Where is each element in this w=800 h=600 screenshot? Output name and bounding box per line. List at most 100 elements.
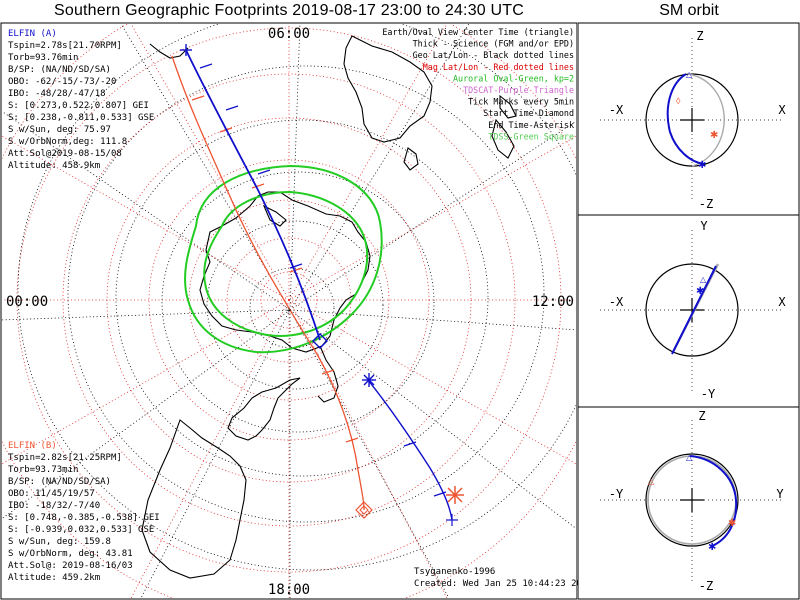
new-zealand-north	[499, 94, 517, 119]
orbit-elfin-a-xy	[671, 265, 717, 355]
elfin-b-start-xz: ◊	[676, 96, 681, 106]
australia-coast	[343, 35, 433, 143]
orbit-elfin-a-xz	[666, 73, 705, 165]
elfin-b-info-line: IBO: -18/32/-7/40	[8, 501, 100, 511]
elfin-a-info-line: OBO: -62/-15/-73/-20	[8, 77, 116, 87]
elfin-b-info-line: B/SP: (NA/ND/SD/SA)	[8, 477, 111, 487]
tasmania-coast	[403, 147, 419, 171]
elfin-a-triangle-yz: △	[686, 453, 693, 462]
elfin-a-track-north	[185, 49, 321, 341]
sm-orbit-panels: ◊ ✱ ✱ △ Z -Z -X X ✱ △ Y -Y -X X	[578, 22, 800, 600]
legend-item: Thick - Science (FGM and/or EPD)	[413, 39, 574, 49]
hour-label-top: 06:00	[268, 26, 310, 42]
elfin-a-end-yz: ✱	[708, 542, 716, 553]
elfin-a-start-diamond	[312, 333, 328, 349]
credits-author: Tsyganenko-1996	[414, 567, 495, 577]
elfin-b-info-line: S: [-0.939,0.032,0.533] GSE	[8, 525, 154, 535]
south-america-tip	[227, 377, 301, 441]
elfin-a-info-line: Altitude: 458.9km	[8, 161, 100, 171]
legend-item: End Time-Asterisk	[488, 120, 574, 130]
legend-item: Mag Lat/Lon - Red dotted lines	[423, 62, 574, 72]
elfin-a-info-line: Tspin=2.78s[21.70RPM]	[8, 41, 122, 51]
sm-xy-bottom-label: -Y	[701, 387, 716, 401]
legend-item: Geo Lat/Lon - Black dotted lines	[413, 50, 574, 60]
legend-item: TDSCAT-Purple Triangle	[463, 85, 574, 95]
plot-title: Southern Geographic Footprints 2019-08-1…	[53, 2, 525, 19]
elfin-b-info-block: ELFIN (B) Tspin=2.82s[21.25RPM] Torb=93.7…	[8, 441, 160, 583]
elfin-a-bottom-marker	[446, 514, 458, 526]
southern-africa-coast	[149, 43, 189, 59]
elfin-b-info-line: S w/OrbNorm, deg: 43.81	[8, 549, 133, 559]
sm-panel-yz: △ ✱ ✱ △ Z -Z -Y Y	[600, 409, 784, 593]
orbit-elfin-a-yz	[689, 455, 738, 547]
sm-xz-bottom-label: -Z	[699, 197, 713, 211]
earth-circle-yz	[645, 453, 739, 547]
sm-panel-xy: ✱ △ Y -Y -X X	[600, 219, 786, 401]
sm-orbit-title: SM orbit	[659, 2, 719, 19]
new-zealand-south	[491, 118, 515, 159]
elfin-b-info-line: Att.Sol@: 2019-08-16/03	[8, 561, 133, 571]
elfin-a-info-block: ELFIN (A) Tspin=2.78s[21.70RPM] Torb=93.7…	[8, 29, 154, 171]
elfin-b-triangle-yz: △	[648, 477, 655, 486]
elfin-b-start-diamond-inner	[359, 505, 369, 515]
sm-xy-left-label: -X	[609, 295, 624, 309]
map-frame	[0, 22, 578, 600]
legend-item: Tick Marks every 5min	[468, 97, 574, 107]
footprint-map: + 06:00 00:00 12:00 18:00 ELFIN (A) Tspi…	[0, 22, 578, 600]
elfin-a-header: ELFIN (A)	[8, 29, 57, 39]
elfin-a-triangle-xz: △	[686, 70, 693, 79]
elfin-b-end-xz: ✱	[710, 130, 718, 141]
earth-circle-xy	[645, 263, 739, 357]
legend-item: Earth/Oval View Center Time (triangle)	[382, 27, 574, 37]
auroral-oval-outer	[184, 164, 383, 354]
sm-panel-frame-xz	[578, 22, 800, 216]
elfin-a-end-asterisk	[362, 373, 376, 387]
coastlines	[141, 35, 517, 579]
elfin-a-info-line: S w/OrbNorm,deg: 111.8	[8, 137, 127, 147]
antarctic-island	[262, 204, 287, 227]
elfin-b-info-line: S: [0.748,-0.385,-0.538] GEI	[8, 513, 160, 523]
elfin-a-info-line: B/SP: (NA/ND/SD/SA)	[8, 65, 111, 75]
sm-xz-right-label: X	[778, 103, 786, 117]
elfin-a-triangle-xy: △	[700, 275, 707, 284]
legend: Earth/Oval View Center Time (triangle) Th…	[382, 27, 574, 141]
sm-xz-left-label: -X	[609, 103, 624, 117]
orbit-gray-xz	[687, 73, 725, 167]
sm-xy-top-label: Y	[700, 219, 708, 233]
legend-item: Start Time-Diamond	[483, 108, 574, 118]
elfin-a-info-line: S: [0.273,0.522,0.807] GEI	[8, 101, 149, 111]
sm-panel-frame-xy	[578, 214, 800, 408]
hour-label-right: 12:00	[532, 294, 574, 310]
sm-panel-xz: ◊ ✱ ✱ △ Z -Z -X X	[600, 29, 786, 211]
sm-xz-top-label: Z	[696, 29, 703, 43]
elfin-b-header: ELFIN (B)	[8, 441, 57, 451]
elfin-a-info-line: Att.Sol@2019-08-15/08	[8, 149, 122, 159]
elfin-a-info-line: IBO: -48/28/-47/18	[8, 89, 106, 99]
hour-label-left: 00:00	[6, 294, 48, 310]
sm-yz-right-label: Y	[776, 487, 784, 501]
sm-xy-right-label: X	[778, 295, 786, 309]
elfin-b-track	[171, 55, 365, 511]
pole-marker: +	[286, 306, 292, 316]
elfin-a-info-line: S: [0.238,-0.811,0.533] GSE	[8, 113, 154, 123]
elfin-b-info-line: S w/Sun, deg: 159.8	[8, 537, 111, 547]
sm-yz-left-label: -Y	[609, 487, 624, 501]
south-america-coast	[141, 419, 247, 579]
legend-item: Auroral Oval-Green, kp=2	[453, 73, 574, 83]
elfin-b-end-yz: ✱	[728, 518, 736, 529]
credits-created: Created: Wed Jan 25 10:44:23 2023	[414, 579, 578, 589]
hour-label-bottom: 18:00	[268, 582, 310, 598]
elfin-a-track-south	[367, 379, 453, 521]
sm-panel-frame-yz	[578, 406, 800, 600]
elfin-a-info-line: Torb=93.76min	[8, 53, 78, 63]
antarctic-peninsula	[317, 345, 339, 403]
elfin-b-tick-marks	[191, 95, 359, 443]
sm-yz-top-label: Z	[698, 409, 705, 423]
elfin-b-end-asterisk	[446, 486, 464, 504]
elfin-a-start-asterisk	[180, 44, 192, 56]
elfin-a-info-line: S w/Sun, deg: 75.97	[8, 125, 111, 135]
elfin-b-start-diamond	[355, 501, 373, 519]
elfin-a-end-xy: ✱	[696, 286, 704, 297]
auroral-oval-inner	[203, 190, 369, 337]
elfin-b-info-line: Tspin=2.82s[21.25RPM]	[8, 453, 122, 463]
